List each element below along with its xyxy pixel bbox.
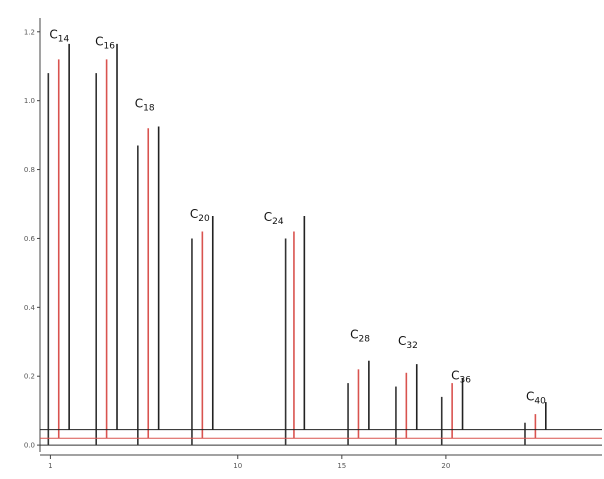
peak-label-c20: C20	[190, 207, 210, 224]
peak-label-subscript: 24	[272, 217, 284, 227]
y-tick-label-2: 0.4	[24, 304, 36, 312]
peak-label-c32: C32	[398, 334, 418, 351]
x-tick-label-3: 20	[441, 462, 450, 470]
y-tick-label-3: 0.6	[24, 235, 36, 243]
peak-label-subscript: 36	[459, 376, 471, 386]
peak-label-main: C	[95, 35, 103, 49]
peak-label-c40: C40	[526, 389, 546, 406]
peak-label-c16: C16	[95, 35, 115, 52]
x-tick-label-0: 1	[48, 462, 52, 470]
peak-label-subscript: 32	[406, 341, 417, 351]
peak-label-c18: C18	[135, 97, 155, 114]
x-tick-label-2: 15	[337, 462, 346, 470]
peak-label-c14: C14	[49, 28, 69, 45]
x-tick-label-1: 10	[233, 462, 242, 470]
peak-label-main: C	[135, 97, 143, 111]
peak-label-main: C	[526, 389, 534, 403]
peak-label-subscript: 20	[198, 214, 210, 224]
trace-layer	[40, 43, 602, 446]
peak-label-c24: C24	[264, 210, 284, 227]
y-tick-label-6: 1.2	[24, 28, 35, 36]
axis-layer: 0.0 0.2 0.4 0.6 0.8 1.0 1.2 1 10 15 20	[24, 18, 602, 470]
y-tick-label-0: 0.0	[24, 442, 35, 450]
peak-label-main: C	[398, 334, 406, 348]
peak-label-subscript: 14	[58, 35, 70, 45]
y-tick-label-1: 0.2	[24, 373, 35, 381]
peak-label-subscript: 16	[104, 42, 116, 52]
peak-label-subscript: 40	[534, 396, 546, 406]
peak-label-main: C	[350, 327, 358, 341]
peak-label-c36: C36	[451, 369, 471, 386]
y-tick-label-5: 1.0	[24, 97, 35, 105]
peak-label-subscript: 28	[359, 334, 371, 344]
peak-label-subscript: 18	[143, 104, 155, 114]
peak-label-main: C	[451, 369, 459, 383]
peak-label-main: C	[264, 210, 272, 224]
peak-label-main: C	[190, 207, 198, 221]
y-tick-label-4: 0.8	[24, 166, 35, 174]
peak-label-c28: C28	[350, 327, 370, 344]
peak-label-main: C	[49, 28, 57, 42]
